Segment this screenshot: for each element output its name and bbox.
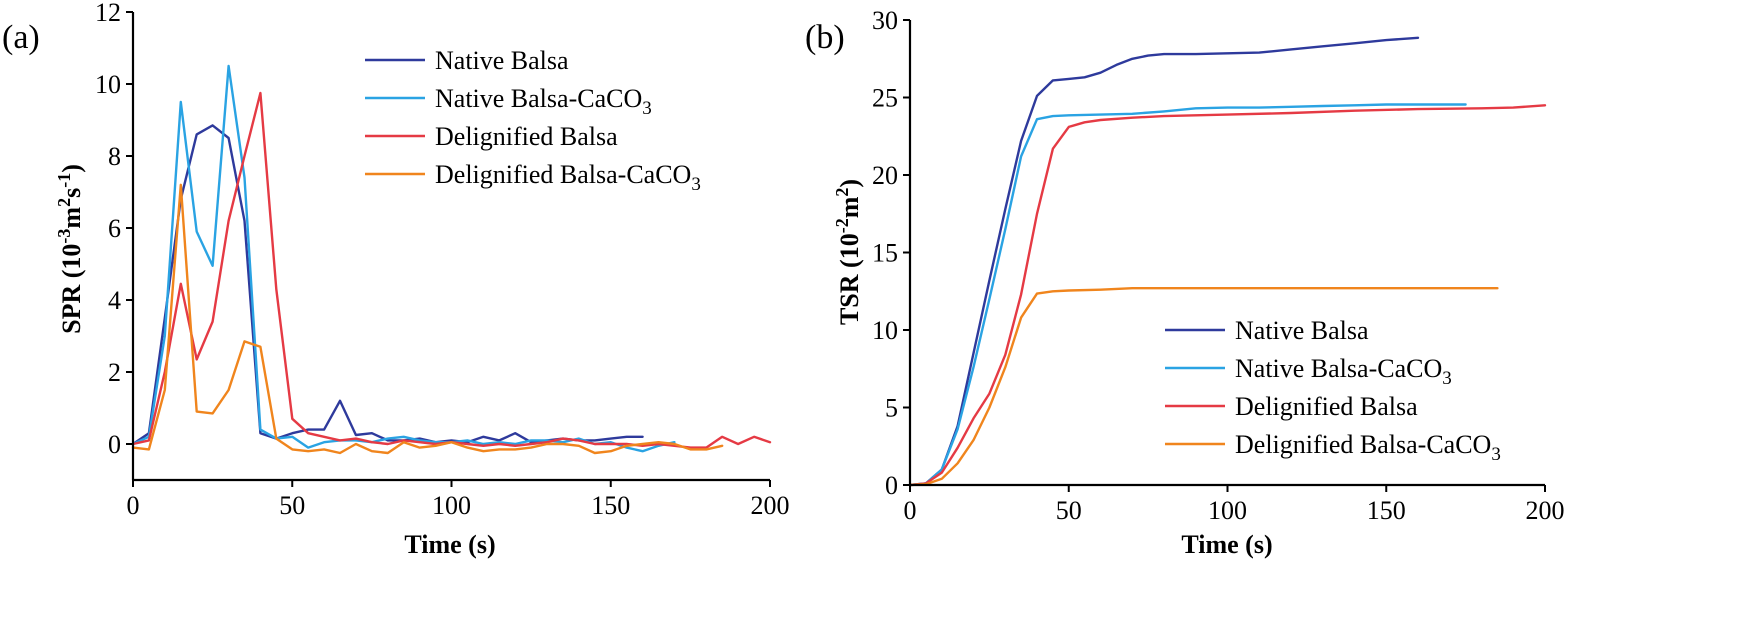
panel-b-ylabel-sup2: 2 [832, 188, 852, 197]
panel-a-legend-label: Native Balsa [435, 46, 569, 75]
panel-a-x-tick-label: 50 [279, 491, 305, 520]
panel-a-ylabel-main: SPR (10 [57, 244, 86, 334]
panel-a-ylabel-mid2: s [57, 188, 86, 198]
panel-a-legend-item-delignified-balsa-caco3: Delignified Balsa-CaCO3 [365, 160, 701, 195]
panel-b-ylabel-end: ) [835, 179, 864, 188]
panel-b-ylabel-sup1: -2 [832, 218, 852, 233]
panel-a-legend-label: Native Balsa-CaCO3 [435, 84, 652, 119]
panel-b-y-tick-label: 20 [872, 161, 898, 190]
panel-b-series-line-delignified-balsa-caco3 [908, 287, 1499, 487]
panel-b-legend-label: Delignified Balsa-CaCO3 [1235, 430, 1501, 465]
panel-a-y-tick-label: 8 [108, 142, 121, 171]
panel-b-y-tick-label: 5 [885, 394, 898, 423]
panel-a-x-tick-label: 100 [432, 491, 471, 520]
panel-b-y-tick-label: 10 [872, 316, 898, 345]
panel-b-y-tick-label: 15 [872, 239, 898, 268]
panel-a-legend-item-native-balsa: Native Balsa [365, 46, 569, 75]
panel-b-legend-item-native-balsa-caco3: Native Balsa-CaCO3 [1165, 354, 1452, 389]
panel-b-legend-item-native-balsa: Native Balsa [1165, 316, 1369, 345]
panel-a-x-tick-label: 0 [127, 491, 140, 520]
panel-a-ylabel-sup1: -3 [54, 229, 74, 244]
panel-b-y-tick-label: 30 [872, 6, 898, 35]
panel-a-x-tick-label: 200 [751, 491, 790, 520]
panel-a-spr-chart: (a) 0 50 100 150 200 0 2 4 6 8 10 12 Time (s) SPR (… [2, 0, 790, 559]
panel-a-ylabel-mid1: m [57, 207, 86, 229]
panel-b-tsr-chart: (b) 0 50 100 150 200 0 5 10 15 20 25 30 Time (s) TS… [805, 6, 1565, 559]
panel-a-y-tick-label: 12 [95, 0, 121, 27]
panel-a-y-axis-title: SPR (10-3m2s-1) [54, 164, 86, 334]
panel-a-label: (a) [2, 19, 40, 56]
panel-b-series-line-delignified-balsa [908, 104, 1547, 487]
panel-b-legend-label: Native Balsa [1235, 316, 1369, 345]
panel-b-legend-label: Delignified Balsa [1235, 392, 1418, 421]
panel-a-legend-item-delignified-balsa: Delignified Balsa [365, 122, 618, 151]
panel-a-y-tick-label: 2 [108, 358, 121, 387]
panel-b-x-tick-label: 100 [1208, 496, 1247, 525]
panel-b-legend-item-delignified-balsa-caco3: Delignified Balsa-CaCO3 [1165, 430, 1501, 465]
panel-a-legend-label: Delignified Balsa [435, 122, 618, 151]
panel-a-y-tick-label: 6 [108, 214, 121, 243]
panel-b-x-tick-label: 150 [1367, 496, 1406, 525]
panel-a-x-tick-label: 150 [591, 491, 630, 520]
panel-b-series-line-native-balsa-caco3 [908, 103, 1467, 487]
panel-b-label: (b) [805, 19, 845, 56]
panel-b-y-axis-title: TSR (10-2m2) [832, 179, 864, 325]
panel-a-y-tick-label: 0 [108, 430, 121, 459]
panel-b-plot-area: 0 50 100 150 200 0 5 10 15 20 25 30 [872, 6, 1565, 525]
panel-b-series-line-native-balsa [908, 36, 1420, 487]
panel-a-legend-label: Delignified Balsa-CaCO3 [435, 160, 701, 195]
panel-b-y-tick-label: 25 [872, 84, 898, 113]
panel-b-legend-item-delignified-balsa: Delignified Balsa [1165, 392, 1418, 421]
panel-a-ylabel-end: ) [57, 164, 86, 173]
panel-a-legend-item-native-balsa-caco3: Native Balsa-CaCO3 [365, 84, 652, 119]
panel-b-legend-label: Native Balsa-CaCO3 [1235, 354, 1452, 389]
panel-a-y-tick-label: 4 [108, 286, 121, 315]
panel-a-series-line-delignified-balsa-caco3 [131, 183, 724, 455]
panel-a-ylabel-sup3: -1 [54, 173, 74, 188]
panel-a-legend: Native Balsa Native Balsa-CaCO3 Delignifie… [365, 46, 701, 195]
panel-b-y-tick-label: 0 [885, 471, 898, 500]
panel-b-ylabel-mid1: m [835, 196, 864, 218]
panel-a-y-tick-label: 10 [95, 70, 121, 99]
panel-b-ylabel-main: TSR (10 [835, 233, 864, 325]
panel-b-x-axis-title: Time (s) [1181, 530, 1272, 559]
panel-a-x-axis-title: Time (s) [404, 530, 495, 559]
panel-b-x-tick-label: 200 [1526, 496, 1565, 525]
panel-a-ylabel-sup2: 2 [54, 198, 74, 207]
panel-a-plot-area: 0 50 100 150 200 0 2 4 6 8 10 12 [95, 0, 790, 520]
panel-b-legend: Native Balsa Native Balsa-CaCO3 Delignifie… [1165, 316, 1501, 465]
panel-b-x-tick-label: 50 [1056, 496, 1082, 525]
panel-b-x-tick-label: 0 [904, 496, 917, 525]
